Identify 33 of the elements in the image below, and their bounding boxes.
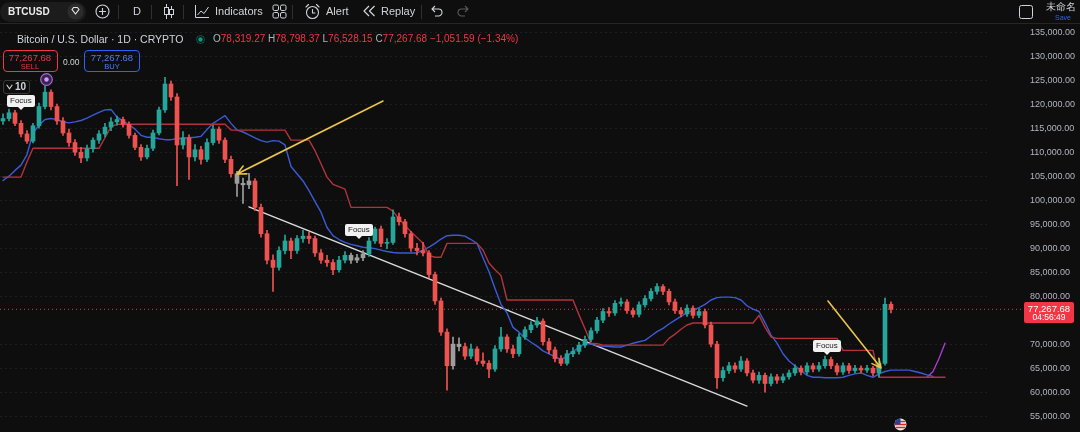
annotation: Focus (813, 340, 841, 352)
text: Bitcoin / U.S. Dollar · 1D · CRYPTO (17, 33, 184, 45)
y-tick-label: 135,000.00 (1030, 26, 1076, 37)
text: O78,319.27 H78,798.37 L76,528.15 C77,267.68 −1,051.59 (−1.34%) (213, 33, 519, 44)
y-tick-label: 85,000.00 (1030, 266, 1071, 277)
annotation: Focus (345, 224, 373, 236)
annotation: 77,267.68 (8, 52, 52, 63)
text: BTCUSD (8, 6, 50, 17)
text: Indicators (215, 5, 263, 17)
y-tick-label: 80,000.00 (1030, 290, 1071, 301)
text: 未命名 (1046, 1, 1076, 12)
y-tick-label: 55,000.00 (1030, 410, 1071, 421)
annotation: 77,267.68 (90, 52, 134, 63)
y-tick-label: 125,000.00 (1030, 74, 1076, 85)
text: Alert (326, 5, 349, 17)
y-tick-label: 65,000.00 (1030, 362, 1071, 373)
y-tick-label: 115,000.00 (1030, 122, 1075, 133)
y-tick-label: 120,000.00 (1030, 98, 1076, 109)
y-tick-label: 130,000.00 (1030, 50, 1076, 61)
text: Replay (381, 5, 416, 17)
y-tick-label: 90,000.00 (1030, 242, 1071, 253)
ref-line-label: 77,267.68 (1027, 303, 1071, 315)
y-tick-label: 105,000.00 (1030, 170, 1076, 181)
text: D (133, 5, 141, 17)
annotation: 0.00 (63, 57, 80, 67)
text: 04:56:49 (1032, 312, 1066, 323)
y-tick-label: 100,000.00 (1030, 194, 1076, 205)
annotation: 10 (15, 81, 27, 92)
y-tick-label: 95,000.00 (1030, 218, 1071, 229)
y-tick-label: 110,000.00 (1030, 146, 1075, 157)
y-tick-label: 70,000.00 (1030, 338, 1071, 349)
y-tick-label: 60,000.00 (1030, 386, 1071, 397)
annotation: Focus (7, 95, 35, 107)
